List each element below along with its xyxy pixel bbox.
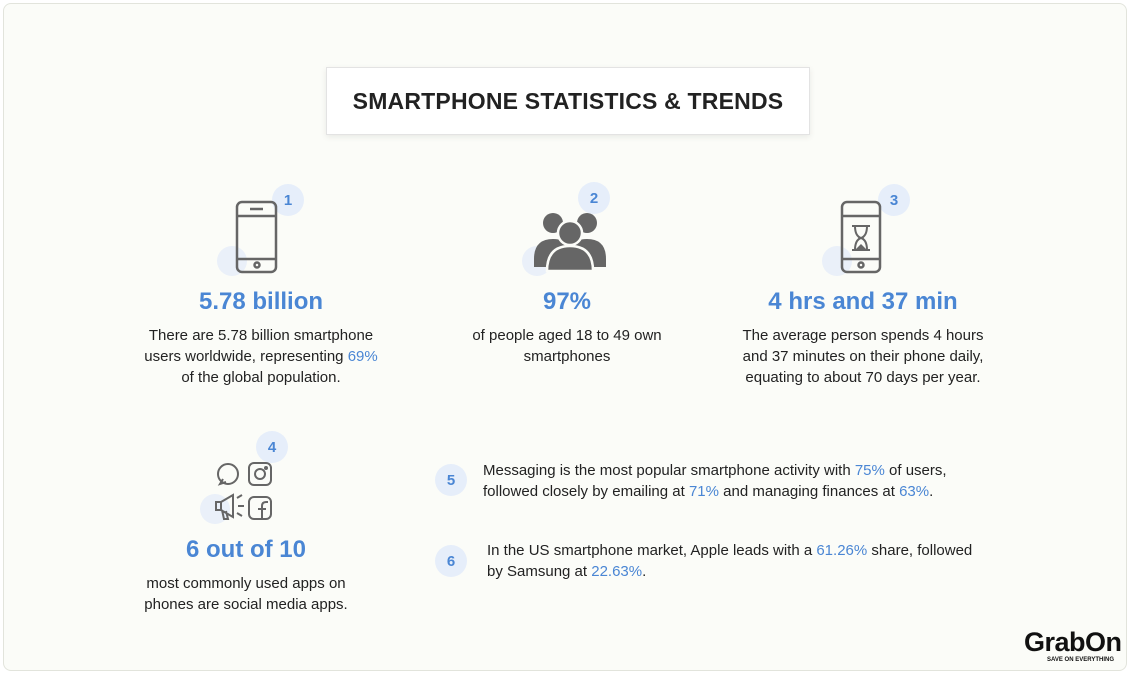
text-run: and managing finances at — [718, 483, 900, 500]
text-run: of users, followed closely by emailing a… — [483, 462, 947, 500]
text-run: most commonly used apps on phones are so… — [144, 575, 348, 613]
social-icon — [215, 462, 272, 520]
highlight: 63% — [899, 483, 930, 500]
headline: 5.78 billion — [198, 288, 324, 315]
badge: 4 — [256, 431, 288, 463]
description: The average person spends 4 hours and 37… — [729, 325, 997, 388]
text-run: Messaging is the most popular smartphone… — [483, 462, 855, 479]
badge: 3 — [878, 184, 910, 216]
title: SMARTPHONE STATISTICS & TRENDS — [326, 67, 810, 135]
badge: 6 — [435, 545, 467, 577]
canvas: SMARTPHONE STATISTICS & TRENDS 1 2 3 4 5… — [3, 3, 1127, 671]
text-run: The average person spends 4 hours and 37… — [742, 327, 984, 386]
text-run: There are 5.78 billion smartphone users … — [144, 327, 374, 365]
badge: 2 — [578, 182, 610, 214]
people-icon — [534, 213, 606, 273]
badge: 5 — [435, 464, 467, 496]
text-run: share, followed by Samsung at — [487, 542, 973, 580]
description: of people aged 18 to 49 own smartphones — [462, 325, 672, 367]
description: most commonly used apps on phones are so… — [136, 573, 356, 615]
highlight: 69% — [347, 348, 378, 365]
hourglass-phone-icon — [840, 200, 882, 274]
text-run: . — [642, 563, 647, 580]
highlight: 71% — [688, 483, 719, 500]
fact: In the US smartphone market, Apple leads… — [487, 540, 982, 582]
highlight: 75% — [854, 462, 885, 479]
text-run: In the US smartphone market, Apple leads… — [487, 542, 817, 559]
logo-tagline: SAVE ON EVERYTHING — [1047, 657, 1115, 663]
highlight: 61.26% — [816, 542, 868, 559]
highlight: 22.63% — [591, 563, 643, 580]
logo-name: GrabOn — [1024, 627, 1122, 657]
badge: 1 — [272, 184, 304, 216]
description: There are 5.78 billion smartphone users … — [141, 325, 381, 388]
headline: 6 out of 10 — [185, 536, 306, 563]
text-run: . — [929, 483, 934, 500]
headline: 4 hrs and 37 min — [768, 288, 958, 315]
text-run: of the global population. — [181, 369, 341, 386]
icons — [215, 200, 882, 520]
fact: Messaging is the most popular smartphone… — [483, 460, 995, 502]
headline: 97% — [542, 288, 592, 315]
phone-icon — [235, 200, 278, 274]
text-run: of people aged 18 to 49 own smartphones — [472, 327, 662, 365]
